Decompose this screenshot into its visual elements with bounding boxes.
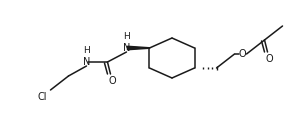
Text: O: O (109, 76, 116, 86)
Text: Cl: Cl (38, 92, 47, 102)
Text: H: H (123, 32, 130, 41)
Text: N: N (123, 43, 130, 53)
Text: O: O (239, 49, 246, 59)
Text: H: H (83, 46, 90, 55)
Polygon shape (128, 46, 149, 50)
Text: N: N (83, 57, 90, 67)
Text: O: O (266, 54, 273, 64)
